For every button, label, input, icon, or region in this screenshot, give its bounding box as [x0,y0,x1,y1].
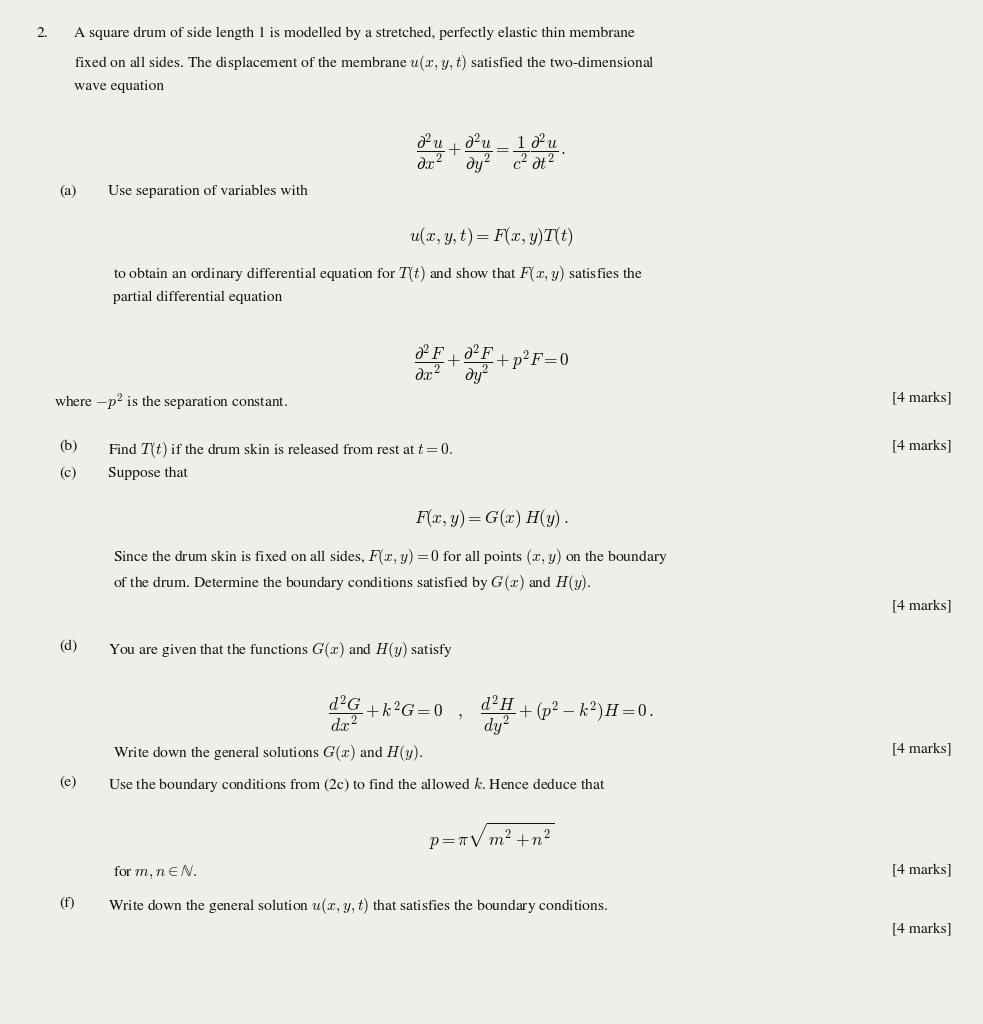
Text: Suppose that: Suppose that [108,466,188,479]
Text: [4 marks]: [4 marks] [892,600,952,613]
Text: (f): (f) [59,896,75,909]
Text: (b): (b) [59,439,78,453]
Text: You are given that the functions $G(x)$ and $H(y)$ satisfy: You are given that the functions $G(x)$ … [108,640,453,659]
Text: $u(x, y, t) = F(x, y)T(t)$: $u(x, y, t) = F(x, y)T(t)$ [409,225,574,248]
Text: Find $T(t)$ if the drum skin is released from rest at $t = 0$.: Find $T(t)$ if the drum skin is released… [108,439,453,460]
Text: wave equation: wave equation [74,80,164,93]
Text: Since the drum skin is fixed on all sides, $F(x, y) = 0$ for all points $(x, y)$: Since the drum skin is fixed on all side… [113,547,667,566]
Text: A square drum of side length 1 is modelled by a stretched, perfectly elastic thi: A square drum of side length 1 is modell… [74,27,634,40]
Text: (a): (a) [59,184,77,198]
Text: for $m, n \in \mathbb{N}$.: for $m, n \in \mathbb{N}$. [113,864,197,882]
Text: Write down the general solutions $G(x)$ and $H(y)$.: Write down the general solutions $G(x)$ … [113,742,424,763]
Text: 2.: 2. [36,27,48,40]
Text: $F(x, y) = G(x)\,H(y)\,.$: $F(x, y) = G(x)\,H(y)\,.$ [414,508,569,530]
Text: $\dfrac{d^2G}{dx^2} + k^2 G = 0 \quad , \quad \dfrac{d^2H}{dy^2} + (p^2 - k^2)H : $\dfrac{d^2G}{dx^2} + k^2 G = 0 \quad , … [328,693,655,738]
Text: $p = \pi\sqrt{m^2 + n^2}$: $p = \pi\sqrt{m^2 + n^2}$ [429,821,554,852]
Text: $\dfrac{\partial^2 F}{\partial x^2} + \dfrac{\partial^2 F}{\partial y^2} + p^2 F: $\dfrac{\partial^2 F}{\partial x^2} + \d… [414,343,569,387]
Text: $\dfrac{\partial^2 u}{\partial x^2} + \dfrac{\partial^2 u}{\partial y^2} = \dfra: $\dfrac{\partial^2 u}{\partial x^2} + \d… [417,131,566,175]
Text: (c): (c) [59,466,77,479]
Text: partial differential equation: partial differential equation [113,291,282,304]
Text: [4 marks]: [4 marks] [892,923,952,936]
Text: Use separation of variables with: Use separation of variables with [108,184,308,198]
Text: where $-p^2$ is the separation constant.: where $-p^2$ is the separation constant. [54,392,288,413]
Text: [4 marks]: [4 marks] [892,742,952,756]
Text: of the drum. Determine the boundary conditions satisfied by $G(x)$ and $H(y)$.: of the drum. Determine the boundary cond… [113,573,592,593]
Text: [4 marks]: [4 marks] [892,392,952,406]
Text: Use the boundary conditions from (2c) to find the allowed $k$. Hence deduce that: Use the boundary conditions from (2c) to… [108,774,606,794]
Text: (d): (d) [59,640,78,653]
Text: fixed on all sides. The displacement of the membrane $u(x, y, t)$ satisfied the : fixed on all sides. The displacement of … [74,53,655,74]
Text: [4 marks]: [4 marks] [892,439,952,453]
Text: [4 marks]: [4 marks] [892,864,952,878]
Text: Write down the general solution $u(x, y, t)$ that satisfies the boundary conditi: Write down the general solution $u(x, y,… [108,896,608,916]
Text: to obtain an ordinary differential equation for $T(t)$ and show that $F(x, y)$ s: to obtain an ordinary differential equat… [113,264,643,285]
Text: (e): (e) [59,774,77,787]
